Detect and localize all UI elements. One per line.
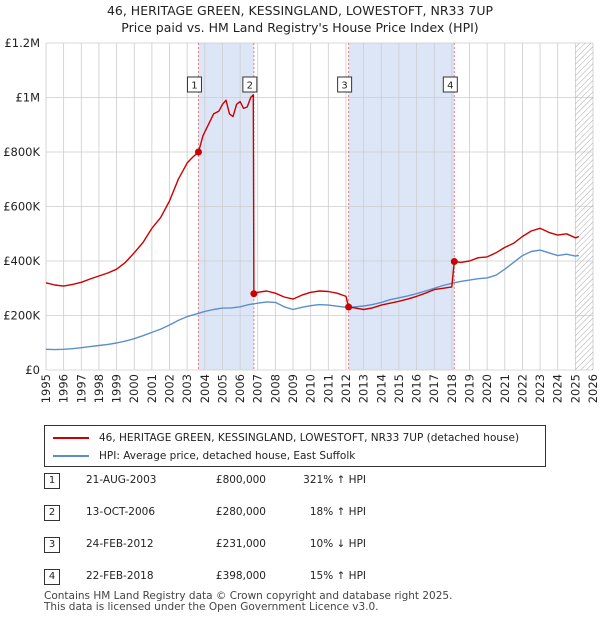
x-tick-label: 1997 (74, 374, 88, 403)
x-tick-label: 2003 (180, 374, 194, 403)
x-tick-label: 1996 (57, 374, 71, 403)
y-tick-label: £800K (3, 145, 40, 159)
sale-point (345, 303, 353, 311)
y-tick-label: £1M (15, 91, 40, 105)
x-tick-label: 2005 (215, 374, 229, 403)
row-price: £398,000 (215, 570, 266, 582)
x-tick-label: 2023 (533, 374, 547, 403)
x-tick-label: 2016 (410, 374, 424, 403)
sale-marker-box (186, 76, 202, 93)
table-row: 4 22-FEB-2018 £398,000 15% ↑ HPI (44, 568, 464, 588)
chart-title: 46, HERITAGE GREEN, KESSINGLAND, LOWESTO… (106, 3, 494, 18)
row-number-badge: 4 (44, 569, 60, 585)
sale-marker-box (242, 76, 258, 93)
y-tick-label: £200K (3, 309, 40, 323)
forecast-hatch (575, 43, 593, 370)
x-tick-label: 1998 (92, 374, 106, 403)
x-tick-label: 2000 (127, 374, 141, 403)
x-tick-label: 2020 (480, 374, 494, 403)
row-date: 21-AUG-2003 (86, 474, 157, 486)
row-hpi-diff: 10% ↓ HPI (309, 538, 366, 550)
sale-point (250, 290, 258, 298)
attribution: Contains HM Land Registry data © Crown c… (44, 591, 452, 613)
y-tick-label: £0 (25, 363, 40, 377)
row-hpi-diff: 15% ↑ HPI (309, 570, 366, 582)
row-hpi-diff: 18% ↑ HPI (309, 506, 366, 518)
x-tick-label: 2010 (304, 374, 318, 403)
sale-marker-box (337, 76, 353, 93)
row-price: £800,000 (215, 474, 266, 486)
legend-label-property: 46, HERITAGE GREEN, KESSINGLAND, LOWESTO… (99, 432, 520, 444)
row-price: £231,000 (215, 538, 266, 550)
x-tick-label: 2006 (233, 374, 247, 403)
x-tick-label: 2007 (251, 374, 265, 403)
sale-point (450, 258, 458, 266)
legend-item-hpi: HPI: Average price, detached house, East… (53, 448, 355, 464)
sale-marker-label: 2 (247, 81, 253, 92)
x-tick-label: 2024 (551, 374, 565, 403)
row-hpi-diff: 321% ↑ HPI (303, 474, 366, 486)
legend: 46, HERITAGE GREEN, KESSINGLAND, LOWESTO… (44, 425, 546, 467)
x-tick-label: 2022 (515, 374, 529, 403)
table-row: 3 24-FEB-2012 £231,000 10% ↓ HPI (44, 536, 464, 556)
sale-marker-label: 3 (341, 81, 347, 92)
row-number-badge: 1 (44, 473, 60, 489)
x-tick-label: 2008 (268, 374, 282, 403)
x-tick-label: 1999 (110, 374, 124, 403)
sale-marker-box (442, 76, 458, 93)
chart: 1 2 3 4 £0 £200K £400K £600K £800K £1M £1.2M 1995 1… (3, 36, 600, 403)
sale-marker-label: 4 (447, 81, 453, 92)
legend-label-hpi: HPI: Average price, detached house, East… (99, 450, 356, 462)
sale-marker-label: 1 (191, 81, 197, 92)
property-price-line (45, 94, 580, 311)
row-number-badge: 3 (44, 537, 60, 553)
x-tick-label: 2021 (498, 374, 512, 403)
y-tick-label: £400K (3, 254, 40, 268)
x-tick-label: 2025 (568, 374, 582, 403)
x-tick-label: 2012 (339, 374, 353, 403)
row-date: 22-FEB-2018 (86, 570, 154, 582)
chart-subtitle: Price paid vs. HM Land Registry's House … (121, 20, 479, 35)
legend-item-property: 46, HERITAGE GREEN, KESSINGLAND, LOWESTO… (53, 430, 519, 446)
legend-swatch-property (53, 437, 89, 439)
table-row: 2 13-OCT-2006 £280,000 18% ↑ HPI (44, 504, 464, 524)
x-tick-label: 2019 (462, 374, 476, 403)
attribution-line-2: This data is licensed under the Open Gov… (44, 601, 379, 613)
x-tick-label: 2009 (286, 374, 300, 403)
y-tick-label: £600K (3, 200, 40, 214)
x-tick-label: 1995 (39, 374, 53, 403)
legend-swatch-hpi (53, 455, 89, 457)
x-tick-label: 2014 (374, 374, 388, 403)
row-price: £280,000 (215, 506, 266, 518)
x-tick-label: 2002 (163, 374, 177, 403)
x-tick-label: 2015 (392, 374, 406, 403)
row-date: 24-FEB-2012 (86, 538, 154, 550)
sale-point (194, 148, 202, 156)
x-tick-label: 2013 (357, 374, 371, 403)
x-tick-label: 2018 (445, 374, 459, 403)
x-tick-label: 2001 (145, 374, 159, 403)
x-tick-label: 2011 (321, 374, 335, 403)
x-tick-label: 2026 (586, 374, 600, 403)
y-tick-label: £1.2M (4, 36, 40, 50)
row-date: 13-OCT-2006 (86, 506, 155, 518)
row-number-badge: 2 (44, 505, 60, 521)
attribution-line-1: Contains HM Land Registry data © Crown c… (44, 590, 453, 602)
x-tick-label: 2004 (198, 374, 212, 403)
table-row: 1 21-AUG-2003 £800,000 321% ↑ HPI (44, 472, 464, 492)
x-tick-label: 2017 (427, 374, 441, 403)
hpi-line (45, 249, 579, 351)
